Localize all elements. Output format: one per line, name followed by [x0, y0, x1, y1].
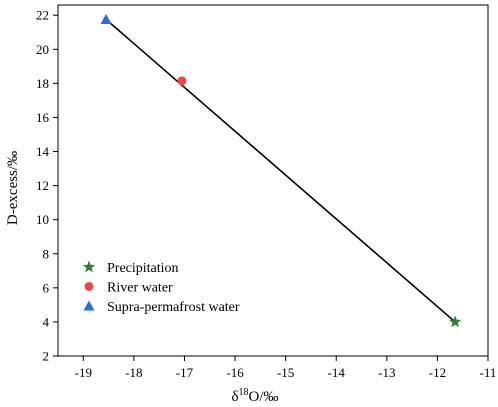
data-point [177, 76, 187, 86]
x-axis-ticks: -19 -18 -17 -16 -15 -14 -13 -12 -11 [75, 356, 497, 380]
y-tick-label: 2 [43, 349, 50, 364]
data-point [100, 13, 112, 24]
y-axis-label: D-excess/‰ [5, 151, 21, 225]
y-axis-ticks: 2 4 6 8 10 12 14 16 18 20 22 [36, 8, 58, 364]
y-tick-label: 12 [36, 178, 49, 193]
plot-area [57, 4, 489, 357]
x-tick-label: -13 [378, 365, 395, 380]
data-point [448, 315, 462, 328]
y-tick-label: 10 [36, 212, 49, 227]
x-tick-label: -11 [480, 365, 497, 380]
trend-line-group [105, 18, 456, 323]
legend-marker [83, 300, 95, 311]
x-tick-label: -12 [429, 365, 446, 380]
x-tick-label: -14 [328, 365, 346, 380]
plot-border [57, 4, 489, 357]
legend-marker [84, 282, 94, 291]
data-points [100, 13, 462, 328]
y-tick-label: 6 [43, 280, 50, 295]
x-axis-label: δ18O/‰ [231, 387, 278, 405]
legend: Precipitation River water Supra-permafrost… [82, 260, 240, 315]
y-tick-label: 16 [36, 110, 50, 125]
x-tick-label: -17 [176, 365, 194, 380]
y-tick-label: 20 [36, 42, 49, 57]
legend-marker [82, 260, 96, 273]
y-tick-label: 22 [36, 8, 49, 23]
y-tick-label: 8 [43, 246, 50, 261]
legend-label: Supra-permafrost water [107, 300, 240, 315]
x-tick-label: -16 [226, 365, 244, 380]
legend-label: Precipitation [107, 261, 179, 276]
x-tick-label: -15 [277, 365, 294, 380]
x-tick-label: -19 [75, 365, 92, 380]
legend-label: River water [107, 281, 173, 296]
trend-line [105, 18, 456, 323]
x-tick-label: -18 [125, 365, 142, 380]
y-tick-label: 4 [43, 314, 50, 329]
y-tick-label: 14 [36, 144, 50, 159]
y-tick-label: 18 [36, 76, 49, 91]
